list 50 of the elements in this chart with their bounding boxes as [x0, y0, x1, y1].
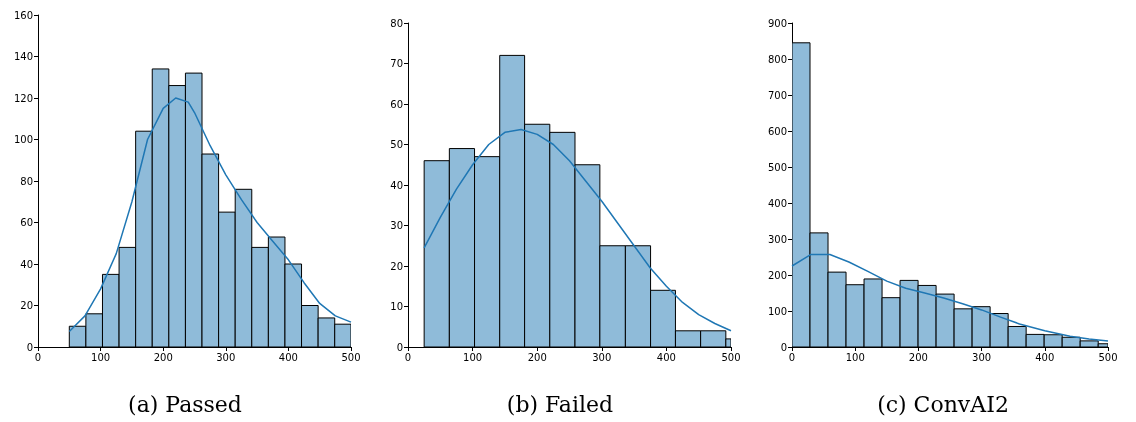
- y-tick-label: 140: [13, 51, 33, 62]
- y-tick-label: 0: [396, 341, 403, 353]
- x-tick-label: 400: [278, 351, 298, 363]
- y-tick-label: 500: [767, 161, 787, 173]
- x-tick-label: 400: [656, 351, 676, 363]
- x-tick-label: 0: [34, 351, 42, 363]
- y-tick-label: 200: [767, 269, 787, 281]
- x-tick-label: 500: [1098, 351, 1118, 363]
- x-tick-label: 300: [216, 351, 236, 363]
- x-tick-label: 100: [91, 351, 111, 363]
- y-tick-label: 800: [767, 53, 787, 65]
- x-tick-label: 400: [1035, 351, 1055, 363]
- y-tick-label: 10: [390, 301, 403, 312]
- text: (a) Passed: [128, 391, 242, 417]
- y-tick-label: 0: [26, 341, 33, 353]
- text: (c) ConvAI2: [877, 391, 1009, 417]
- y-tick-label: 120: [13, 92, 33, 104]
- y-tick-label: 700: [767, 89, 787, 101]
- x-tick-label: 100: [845, 351, 865, 363]
- y-tick-label: 70: [390, 58, 403, 69]
- y-tick-label: 60: [20, 217, 33, 228]
- y-tick-label: 80: [20, 175, 33, 187]
- y-tick-label: 900: [767, 17, 787, 29]
- x-tick-label: 300: [972, 351, 992, 363]
- x-tick-label: 200: [527, 351, 547, 363]
- y-tick-label: 600: [767, 125, 787, 137]
- x-tick-label: 300: [592, 351, 612, 363]
- y-tick-label: 400: [767, 197, 787, 209]
- y-tick-label: 160: [13, 9, 33, 21]
- y-tick-label: 80: [390, 17, 403, 29]
- y-tick-label: 300: [767, 233, 787, 245]
- y-tick-label: 40: [20, 258, 33, 270]
- y-tick-label: 0: [780, 341, 787, 353]
- y-tick-label: 60: [390, 98, 403, 110]
- x-tick-label: 500: [341, 351, 361, 363]
- x-tick-label: 200: [908, 351, 928, 363]
- text: (b) Failed: [506, 391, 614, 417]
- line-series: [423, 128, 732, 332]
- y-tick-label: 100: [767, 305, 787, 317]
- y-tick-label: 20: [390, 260, 403, 272]
- y-tick-label: 50: [390, 139, 403, 150]
- x-tick-label: 200: [153, 351, 173, 363]
- x-tick-label: 0: [788, 351, 796, 363]
- x-tick-label: 0: [404, 351, 412, 363]
- y-tick-label: 20: [20, 300, 33, 311]
- y-tick-label: 30: [390, 220, 403, 231]
- x-tick-label: 500: [721, 351, 741, 363]
- x-tick-label: 100: [463, 351, 483, 363]
- y-tick-label: 100: [13, 134, 33, 145]
- y-tick-label: 40: [390, 179, 403, 191]
